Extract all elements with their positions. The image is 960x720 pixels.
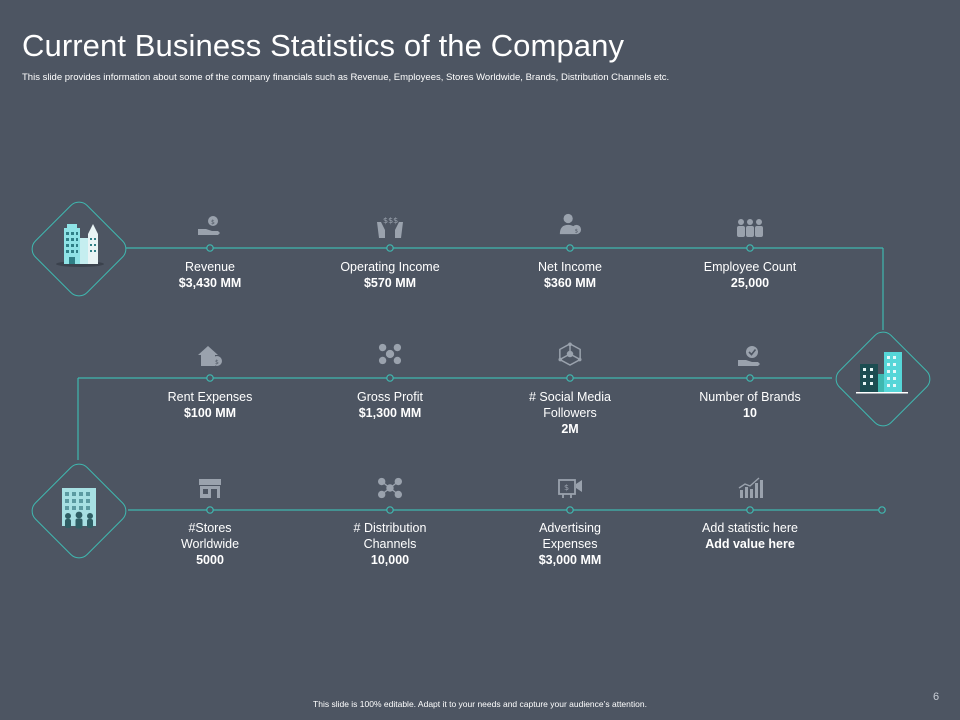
people-group-icon — [737, 219, 763, 237]
timeline-dot — [746, 244, 754, 252]
distribution-network-icon — [378, 477, 402, 499]
person-dollar-icon: $ — [559, 213, 582, 234]
stat-operating-income: Operating Income $570 MM — [315, 259, 465, 291]
stat-rent-expenses: Rent Expenses $100 MM — [135, 389, 285, 421]
timeline-dot — [746, 506, 754, 514]
corporate-building-icon — [62, 488, 96, 529]
timeline-dot — [746, 374, 754, 382]
stat-value: $3,000 MM — [538, 553, 602, 567]
stat-employee-count: Employee Count 25,000 — [675, 259, 825, 291]
stat-label: Revenue — [184, 260, 236, 274]
svg-text:$: $ — [575, 228, 579, 234]
stat-label: Employee Count — [703, 260, 797, 274]
timeline-dot — [206, 506, 214, 514]
stat-value: 10 — [743, 406, 757, 420]
stat-value: 2M — [561, 422, 579, 436]
stat-label: Net Income — [538, 260, 602, 274]
stat-value: $100 MM — [183, 406, 237, 420]
stat-label: Operating Income — [340, 260, 440, 274]
city-buildings-icon — [856, 352, 908, 394]
advertising-board-icon: $ — [558, 479, 582, 498]
dollar-hands-icon: $$$ — [377, 216, 403, 238]
svg-text:$$$: $$$ — [383, 216, 398, 225]
page-title: Current Business Statistics of the Compa… — [22, 28, 625, 63]
timeline-dot — [386, 506, 394, 514]
svg-text:$: $ — [564, 483, 569, 492]
timeline-dot — [566, 374, 574, 382]
stat-add-statistic: Add statistic here Add value here — [675, 520, 825, 552]
svg-text:$: $ — [215, 359, 219, 366]
office-buildings-icon — [56, 224, 104, 267]
stat-label: Number of Brands — [699, 390, 801, 404]
stat-stores-worldwide: #Stores Worldwide 5000 — [160, 520, 260, 568]
money-hand-icon: $ — [198, 216, 220, 235]
social-network-icon — [558, 342, 582, 366]
stat-value: 5000 — [196, 553, 224, 567]
store-icon — [199, 479, 221, 498]
stat-label: # Social Media Followers — [529, 390, 611, 420]
stat-revenue: Revenue $3,430 MM — [135, 259, 285, 291]
stat-net-income: Net Income $360 MM — [495, 259, 645, 291]
footer-note: This slide is 100% editable. Adapt it to… — [313, 699, 647, 709]
stat-advertising-expenses: Advertising Expenses $3,000 MM — [520, 520, 620, 568]
stat-label: Gross Profit — [357, 390, 423, 404]
stat-label: # Distribution Channels — [353, 521, 427, 551]
timeline-dot — [206, 374, 214, 382]
stat-gross-profit: Gross Profit $1,300 MM — [315, 389, 465, 421]
stat-distribution-channels: # Distribution Channels 10,000 — [335, 520, 445, 568]
stat-value: $1,300 MM — [358, 406, 422, 420]
hand-check-icon — [738, 346, 760, 366]
stat-label: #Stores Worldwide — [180, 521, 240, 551]
stat-value: 25,000 — [730, 276, 770, 290]
timeline-dot — [386, 244, 394, 252]
timeline-dot — [878, 506, 886, 514]
page-number: 6 — [933, 691, 940, 703]
page-subtitle: This slide provides information about so… — [22, 72, 670, 83]
timeline-dot — [566, 244, 574, 252]
stat-value: 10,000 — [370, 553, 410, 567]
bar-chart-icon — [738, 477, 763, 498]
stat-value: Add value here — [705, 537, 795, 551]
svg-text:$: $ — [211, 219, 215, 226]
timeline-dot — [206, 244, 214, 252]
timeline-dot — [566, 506, 574, 514]
stat-value: $360 MM — [543, 276, 597, 290]
stat-label: Advertising Expenses — [539, 521, 601, 551]
stat-label: Add statistic here — [702, 521, 798, 535]
stat-value: $3,430 MM — [178, 276, 242, 290]
stat-value: $570 MM — [363, 276, 417, 290]
stat-label: Rent Expenses — [167, 390, 253, 404]
coins-network-icon — [378, 343, 402, 365]
stat-number-of-brands: Number of Brands 10 — [675, 389, 825, 421]
house-dollar-icon: $ — [198, 346, 222, 366]
stat-social-media-followers: # Social Media Followers 2M — [520, 389, 620, 437]
timeline-dot — [386, 374, 394, 382]
